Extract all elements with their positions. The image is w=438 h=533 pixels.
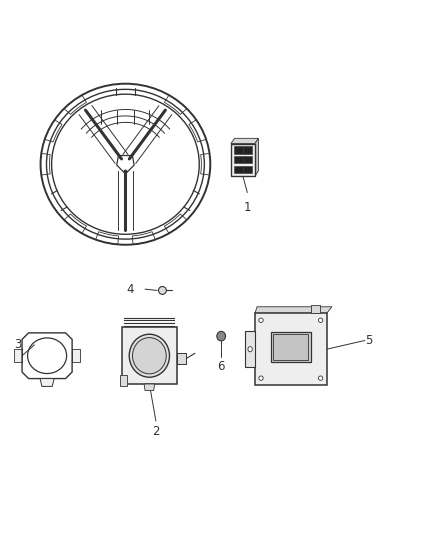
Text: 2: 2	[152, 425, 159, 438]
Text: 4: 4	[126, 282, 134, 296]
Ellipse shape	[248, 346, 252, 352]
Polygon shape	[14, 349, 22, 362]
Ellipse shape	[159, 287, 166, 294]
FancyBboxPatch shape	[233, 156, 243, 164]
Polygon shape	[311, 305, 320, 313]
Polygon shape	[120, 375, 127, 386]
FancyBboxPatch shape	[231, 143, 255, 176]
Text: 3: 3	[14, 338, 21, 351]
FancyBboxPatch shape	[243, 166, 252, 173]
Polygon shape	[245, 331, 255, 367]
Text: 5: 5	[365, 334, 373, 347]
FancyBboxPatch shape	[243, 156, 252, 164]
Ellipse shape	[129, 334, 170, 377]
FancyBboxPatch shape	[122, 327, 177, 384]
FancyBboxPatch shape	[243, 147, 252, 154]
Polygon shape	[144, 384, 155, 391]
Ellipse shape	[318, 318, 323, 322]
FancyBboxPatch shape	[271, 332, 311, 362]
Ellipse shape	[259, 318, 263, 322]
FancyBboxPatch shape	[255, 313, 327, 385]
Ellipse shape	[133, 337, 166, 374]
Polygon shape	[72, 349, 80, 362]
Polygon shape	[40, 378, 54, 386]
FancyBboxPatch shape	[233, 166, 243, 173]
Text: 1: 1	[244, 201, 251, 214]
Ellipse shape	[318, 376, 323, 381]
Polygon shape	[231, 139, 258, 143]
Text: 6: 6	[217, 360, 225, 373]
Polygon shape	[255, 307, 332, 313]
FancyBboxPatch shape	[233, 147, 243, 154]
Polygon shape	[177, 353, 186, 364]
Polygon shape	[255, 139, 258, 176]
FancyBboxPatch shape	[273, 334, 308, 360]
Ellipse shape	[259, 376, 263, 381]
Ellipse shape	[217, 332, 226, 341]
